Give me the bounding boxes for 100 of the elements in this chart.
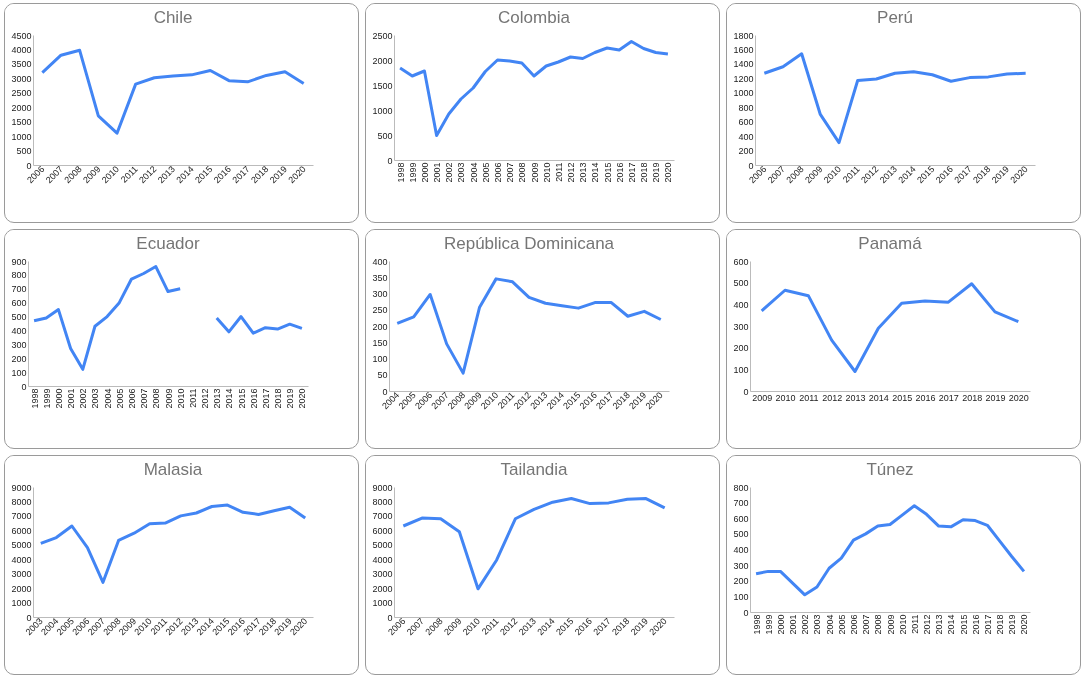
y-tick-label: 2000 xyxy=(11,583,32,594)
y-tick-label: 500 xyxy=(377,130,393,141)
x-tick-label: 2001 xyxy=(66,388,77,409)
y-tick-label: 4000 xyxy=(372,554,393,565)
chart-title: Colombia xyxy=(498,8,571,27)
x-tick-label: 2012 xyxy=(822,392,843,403)
y-tick-label: 1200 xyxy=(733,73,754,84)
x-tick-label: 1998 xyxy=(29,388,40,409)
x-tick-label: 2020 xyxy=(1019,614,1030,635)
x-tick-label: 1999 xyxy=(41,388,52,409)
x-tick-label: 2015 xyxy=(892,392,913,403)
y-tick-label: 1000 xyxy=(733,88,754,99)
y-tick-label: 600 xyxy=(11,298,27,309)
y-tick-label: 100 xyxy=(733,591,749,602)
x-tick-label: 2000 xyxy=(419,162,430,183)
chart-title: Malasia xyxy=(143,460,203,479)
x-tick-label: 2014 xyxy=(590,162,601,183)
x-tick-label: 2019 xyxy=(285,388,296,409)
y-tick-label: 0 xyxy=(387,155,393,166)
x-tick-label: 2017 xyxy=(626,162,637,183)
line-series xyxy=(754,504,1026,597)
x-tick-label: 2019 xyxy=(651,162,662,183)
x-tick-label: 2018 xyxy=(995,614,1006,635)
x-tick-label: 1999 xyxy=(763,614,774,635)
y-tick-label: 2000 xyxy=(372,55,393,66)
line-series xyxy=(398,40,670,137)
x-tick-label: 2012 xyxy=(922,614,933,635)
x-tick-label: 2002 xyxy=(800,614,811,635)
y-tick-label: 300 xyxy=(11,339,27,350)
x-tick-label: 2007 xyxy=(139,388,150,409)
y-tick-label: 0 xyxy=(743,607,749,618)
x-tick-label: 2005 xyxy=(480,162,491,183)
y-tick-label: 9000 xyxy=(372,482,393,493)
y-tick-label: 1000 xyxy=(11,598,32,609)
y-tick-label: 600 xyxy=(733,513,749,524)
x-tick-label: 2009 xyxy=(752,392,773,403)
x-tick-label: 2015 xyxy=(958,614,969,635)
chart-title: Chile xyxy=(153,8,193,27)
x-tick-label: 2003 xyxy=(812,614,823,635)
x-tick-label: 1998 xyxy=(751,614,762,635)
x-tick-label: 2005 xyxy=(836,614,847,635)
y-tick-label: 8000 xyxy=(372,496,393,507)
x-tick-label: 2015 xyxy=(236,388,247,409)
y-tick-label: 800 xyxy=(733,482,749,493)
x-tick-label: 2002 xyxy=(444,162,455,183)
x-tick-label: 2007 xyxy=(861,614,872,635)
x-tick-label: 2009 xyxy=(529,162,540,183)
x-tick-label: 2010 xyxy=(541,162,552,183)
x-tick-label: 2003 xyxy=(90,388,101,409)
x-tick-label: 2017 xyxy=(982,614,993,635)
x-tick-label: 1999 xyxy=(407,162,418,183)
x-tick-label: 2005 xyxy=(114,388,125,409)
y-tick-label: 250 xyxy=(372,305,388,316)
y-tick-label: 100 xyxy=(733,364,749,375)
y-tick-label: 400 xyxy=(733,299,749,310)
y-tick-label: 4000 xyxy=(11,554,32,565)
chart-title: Panamá xyxy=(858,234,923,253)
x-tick-label: 2006 xyxy=(848,614,859,635)
x-tick-label: 2020 xyxy=(663,162,674,183)
y-tick-label: 2500 xyxy=(11,88,32,99)
y-tick-label: 3500 xyxy=(11,59,32,70)
y-tick-label: 150 xyxy=(372,337,388,348)
y-tick-label: 200 xyxy=(733,343,749,354)
x-tick-label: 2014 xyxy=(946,614,957,635)
y-tick-label: 2000 xyxy=(372,583,393,594)
x-tick-label: 2001 xyxy=(788,614,799,635)
x-tick-label: 2015 xyxy=(602,162,613,183)
x-tick-label: 2013 xyxy=(845,392,866,403)
x-tick-label: 2016 xyxy=(915,392,936,403)
y-tick-label: 1000 xyxy=(11,131,32,142)
x-tick-label: 2007 xyxy=(505,162,516,183)
x-tick-label: 2011 xyxy=(553,162,564,182)
y-tick-label: 800 xyxy=(11,270,27,281)
y-tick-label: 50 xyxy=(377,370,388,381)
y-tick-label: 500 xyxy=(16,146,32,157)
x-tick-label: 2016 xyxy=(248,388,259,409)
x-tick-label: 2020 xyxy=(297,388,308,409)
x-tick-label: 2003 xyxy=(456,162,467,183)
y-tick-label: 1000 xyxy=(372,105,393,116)
line-series xyxy=(762,52,1028,145)
x-tick-label: 1998 xyxy=(395,162,406,183)
y-tick-label: 200 xyxy=(733,576,749,587)
chart-title: Tailandia xyxy=(500,460,569,479)
chart-title: República Dominicana xyxy=(443,234,615,253)
x-tick-label: 2009 xyxy=(885,614,896,635)
chart-title: Ecuador xyxy=(136,234,200,253)
y-tick-label: 6000 xyxy=(372,525,393,536)
y-tick-label: 3000 xyxy=(11,569,32,580)
y-tick-label: 4000 xyxy=(11,44,32,55)
x-tick-label: 2000 xyxy=(775,614,786,635)
y-tick-label: 350 xyxy=(372,272,388,283)
y-tick-label: 400 xyxy=(738,131,754,142)
x-tick-label: 2014 xyxy=(224,388,235,409)
y-tick-label: 300 xyxy=(733,560,749,571)
x-tick-label: 2006 xyxy=(126,388,137,409)
x-tick-label: 2001 xyxy=(432,162,443,183)
x-tick-label: 2016 xyxy=(970,614,981,635)
y-tick-label: 7000 xyxy=(11,511,32,522)
y-tick-label: 1500 xyxy=(11,117,32,128)
x-tick-label: 2012 xyxy=(200,388,211,409)
